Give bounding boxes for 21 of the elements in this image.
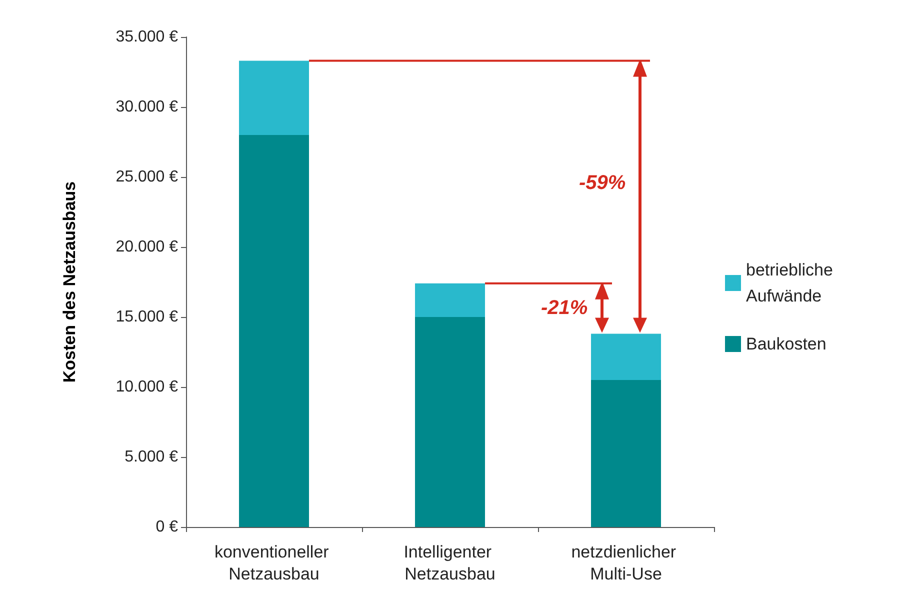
annotation: -59% xyxy=(579,172,626,195)
y-tick-label: 10.000 € xyxy=(116,378,178,396)
x-tick-label: konventioneller Netzausbau xyxy=(214,542,334,584)
bar xyxy=(415,317,485,527)
bar xyxy=(239,135,309,527)
annotation: -21% xyxy=(541,297,588,320)
y-tick-label: 15.000 € xyxy=(116,308,178,326)
y-tick-label: 25.000 € xyxy=(116,168,178,186)
legend-label: Baukosten xyxy=(746,334,826,354)
y-tick-label: 20.000 € xyxy=(116,238,178,256)
y-axis-title: Kosten des Netzausbaus xyxy=(60,181,79,383)
x-tick-label: netzdienlicher Multi-Use xyxy=(571,542,681,584)
y-tick-label: 35.000 € xyxy=(116,28,178,46)
y-tick-label: 5.000 € xyxy=(124,448,178,466)
bar xyxy=(591,380,661,527)
bar xyxy=(591,334,661,380)
bar xyxy=(239,60,309,135)
y-tick-label: 0 € xyxy=(156,518,178,536)
legend-label: betriebliche Aufwände xyxy=(746,260,838,306)
y-tick-label: 30.000 € xyxy=(116,98,178,116)
x-tick-label: Intelligenter Netzausbau xyxy=(404,542,496,584)
